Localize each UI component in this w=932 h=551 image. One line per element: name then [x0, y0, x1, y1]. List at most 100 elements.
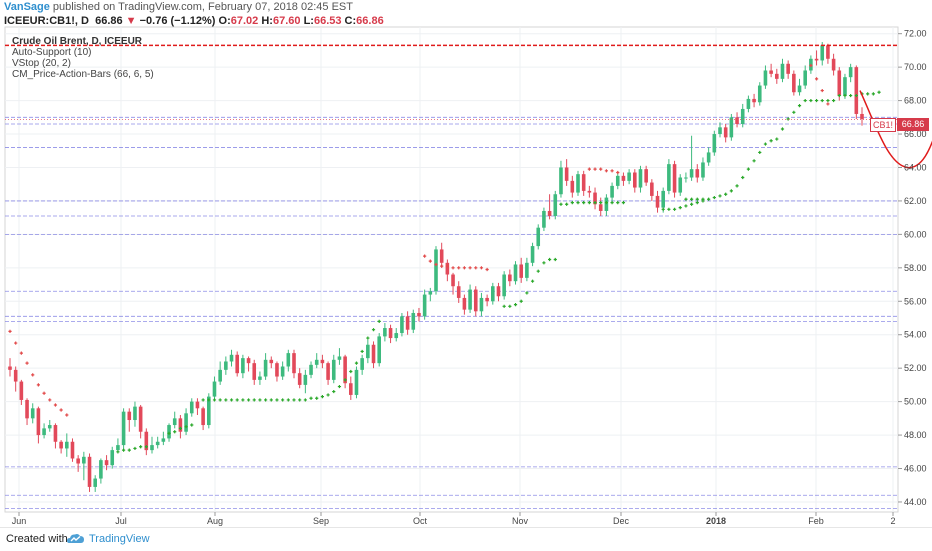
vstop-marker [428, 259, 432, 263]
candle-body [826, 45, 830, 59]
candle [53, 423, 58, 449]
candle-body [627, 172, 631, 181]
candle-body [752, 98, 756, 103]
candle [860, 107, 864, 126]
candle [349, 376, 353, 400]
vstop-marker [866, 92, 870, 96]
vstop-marker [258, 398, 262, 402]
candle [59, 440, 63, 454]
candle-body [820, 45, 825, 61]
candle-body [383, 328, 387, 337]
vstop-marker [729, 189, 733, 193]
candle-body [212, 381, 217, 397]
candle [695, 164, 700, 183]
candle-body [814, 58, 819, 61]
candle-body [644, 169, 648, 183]
vstop-marker [479, 266, 484, 270]
vstop-marker [269, 398, 273, 402]
candle-body [786, 63, 790, 74]
vstop-marker [468, 266, 472, 270]
tradingview-brand-link[interactable]: TradingView [89, 533, 150, 545]
candle [451, 272, 455, 295]
candle-body [684, 177, 688, 179]
candle-body [331, 359, 336, 380]
candle-body [286, 353, 291, 367]
high-value: 67.60 [272, 15, 301, 27]
candle [775, 68, 779, 84]
plot-frame [4, 26, 899, 513]
candle-body [633, 172, 637, 188]
legend-price-action-bars[interactable]: CM_Price-Action-Bars (66, 6, 5) [12, 69, 154, 80]
candle [269, 356, 274, 369]
open-label: O: [218, 15, 231, 27]
candle [712, 130, 717, 156]
candle-body [678, 177, 683, 193]
vstop-marker [746, 167, 750, 171]
candle-body [723, 127, 728, 138]
vstop-marker [758, 150, 762, 155]
vstop-marker [235, 398, 239, 402]
legend-vstop[interactable]: VStop (20, 2) [12, 58, 71, 69]
gridlines [4, 26, 899, 513]
candle [184, 408, 188, 436]
candle-body [831, 58, 836, 71]
last-price: 66.86 [95, 15, 123, 27]
candle [8, 358, 12, 377]
candle-body [388, 328, 393, 339]
vstop-marker [718, 194, 722, 198]
candle [723, 124, 728, 143]
candle-body [525, 262, 529, 278]
candle [689, 135, 694, 181]
candle [803, 65, 807, 89]
vstop-marker [695, 197, 699, 201]
candle-body [246, 358, 251, 364]
candle [343, 354, 347, 389]
candle [303, 369, 308, 394]
low-label: L: [303, 15, 314, 27]
candle-body [377, 336, 381, 364]
candle [684, 172, 688, 183]
vstop-marker [604, 169, 608, 173]
candle [570, 175, 575, 198]
vstop-marker [8, 329, 12, 333]
legend-auto-support[interactable]: Auto-Support (10) [12, 47, 92, 58]
vstop-marker [366, 336, 370, 340]
x-tick-label: Oct [413, 516, 428, 526]
vstop-marker [349, 369, 353, 374]
candle-body [473, 289, 478, 312]
author-name[interactable]: VanSage [4, 1, 50, 13]
candle-body [593, 192, 597, 205]
candle [155, 436, 160, 449]
candle-body [82, 456, 86, 464]
candle [831, 53, 836, 76]
symbol-label: ICEEUR:CB1!, D [4, 15, 89, 27]
vstop-marker [332, 389, 336, 394]
candle [87, 453, 92, 492]
candle-body [252, 363, 257, 380]
y-tick-label: 68.00 [904, 96, 927, 106]
vstop-marker [502, 304, 506, 308]
vstop-marker [701, 197, 705, 201]
candle-body [519, 264, 523, 278]
candle-body [451, 274, 455, 287]
candle-body [280, 366, 285, 377]
candle-body [292, 353, 296, 374]
candle-body [672, 164, 677, 193]
vstop-marker [667, 207, 671, 211]
candle-body [195, 401, 200, 409]
candle-body [621, 175, 626, 181]
vstop-marker [229, 398, 234, 402]
candle [610, 182, 614, 203]
candle [701, 157, 705, 181]
tradingview-cloud-icon[interactable] [66, 531, 86, 547]
candle [201, 406, 205, 431]
candle-body [59, 441, 63, 449]
candle [280, 361, 285, 380]
candle-body [559, 167, 563, 195]
vstop-marker [48, 398, 52, 402]
candle-body [161, 438, 166, 442]
legend-title[interactable]: Crude Oil Brent, D, ICEEUR [12, 36, 143, 47]
candle-body [326, 363, 330, 380]
candle-body [530, 246, 535, 263]
